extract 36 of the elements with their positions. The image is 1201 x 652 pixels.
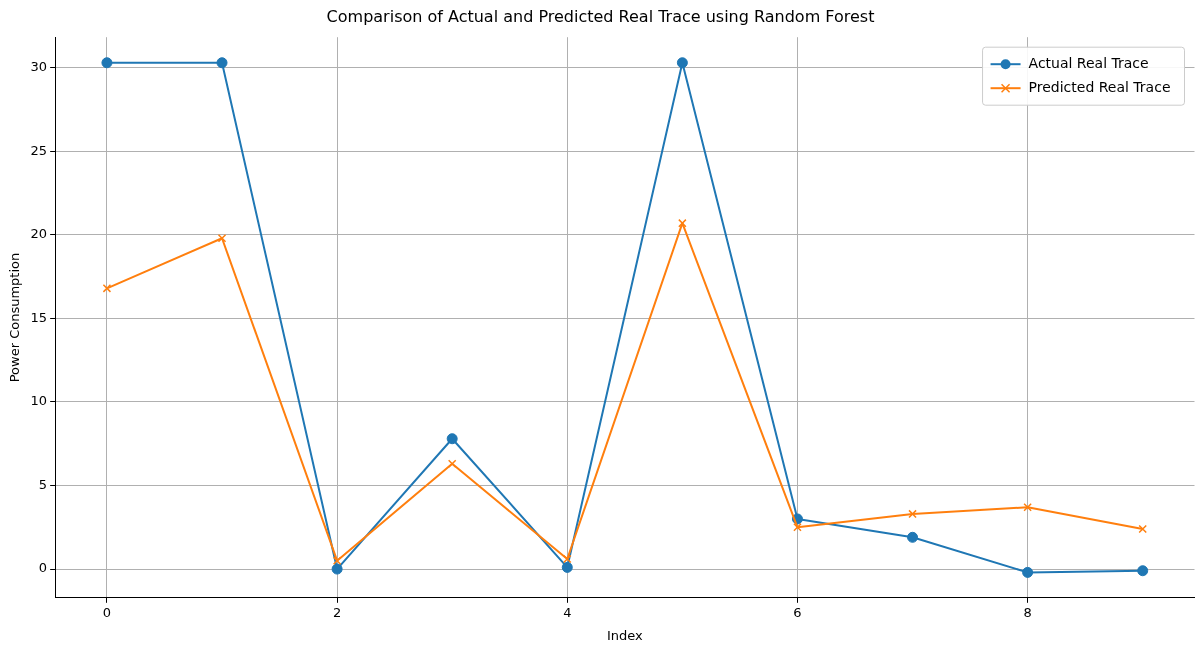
point bbox=[101, 57, 113, 69]
y-tick-label: 25 bbox=[30, 142, 48, 158]
point bbox=[1137, 565, 1149, 577]
point bbox=[1138, 524, 1147, 534]
x-tick-label: 6 bbox=[793, 604, 802, 620]
x-tick-label: 4 bbox=[563, 604, 572, 620]
point bbox=[793, 523, 802, 532]
y-tick-label: 20 bbox=[30, 226, 48, 242]
point bbox=[561, 561, 573, 573]
x-tick-label: 8 bbox=[1023, 604, 1032, 620]
point bbox=[1023, 502, 1032, 512]
legend-label: Actual Real Trace bbox=[1028, 54, 1149, 71]
point bbox=[447, 459, 457, 469]
legend-label: Predicted Real Trace bbox=[1028, 78, 1171, 95]
point bbox=[216, 57, 228, 69]
point bbox=[332, 556, 342, 565]
y-tick-label: 15 bbox=[30, 309, 48, 325]
y-tick-label: 10 bbox=[30, 393, 48, 409]
y-tick-label: 5 bbox=[38, 476, 48, 492]
point bbox=[102, 284, 112, 293]
point bbox=[676, 57, 688, 69]
x-tick-label: 0 bbox=[102, 604, 112, 620]
point bbox=[678, 218, 687, 228]
point bbox=[331, 563, 343, 575]
x-axis-title: Index bbox=[606, 627, 644, 643]
x-tick-label: 2 bbox=[332, 604, 342, 620]
chart-title: Comparison of Actual and Predicted Real Trace using Random Forest bbox=[326, 6, 875, 26]
point bbox=[907, 531, 919, 543]
point bbox=[446, 433, 458, 445]
y-tick-label: 30 bbox=[30, 59, 48, 75]
point bbox=[908, 509, 917, 519]
y-tick-label: 0 bbox=[38, 560, 48, 576]
point bbox=[1022, 566, 1034, 578]
y-axis-title: Power Consumption bbox=[7, 252, 23, 383]
point bbox=[562, 554, 572, 564]
point bbox=[217, 233, 227, 243]
